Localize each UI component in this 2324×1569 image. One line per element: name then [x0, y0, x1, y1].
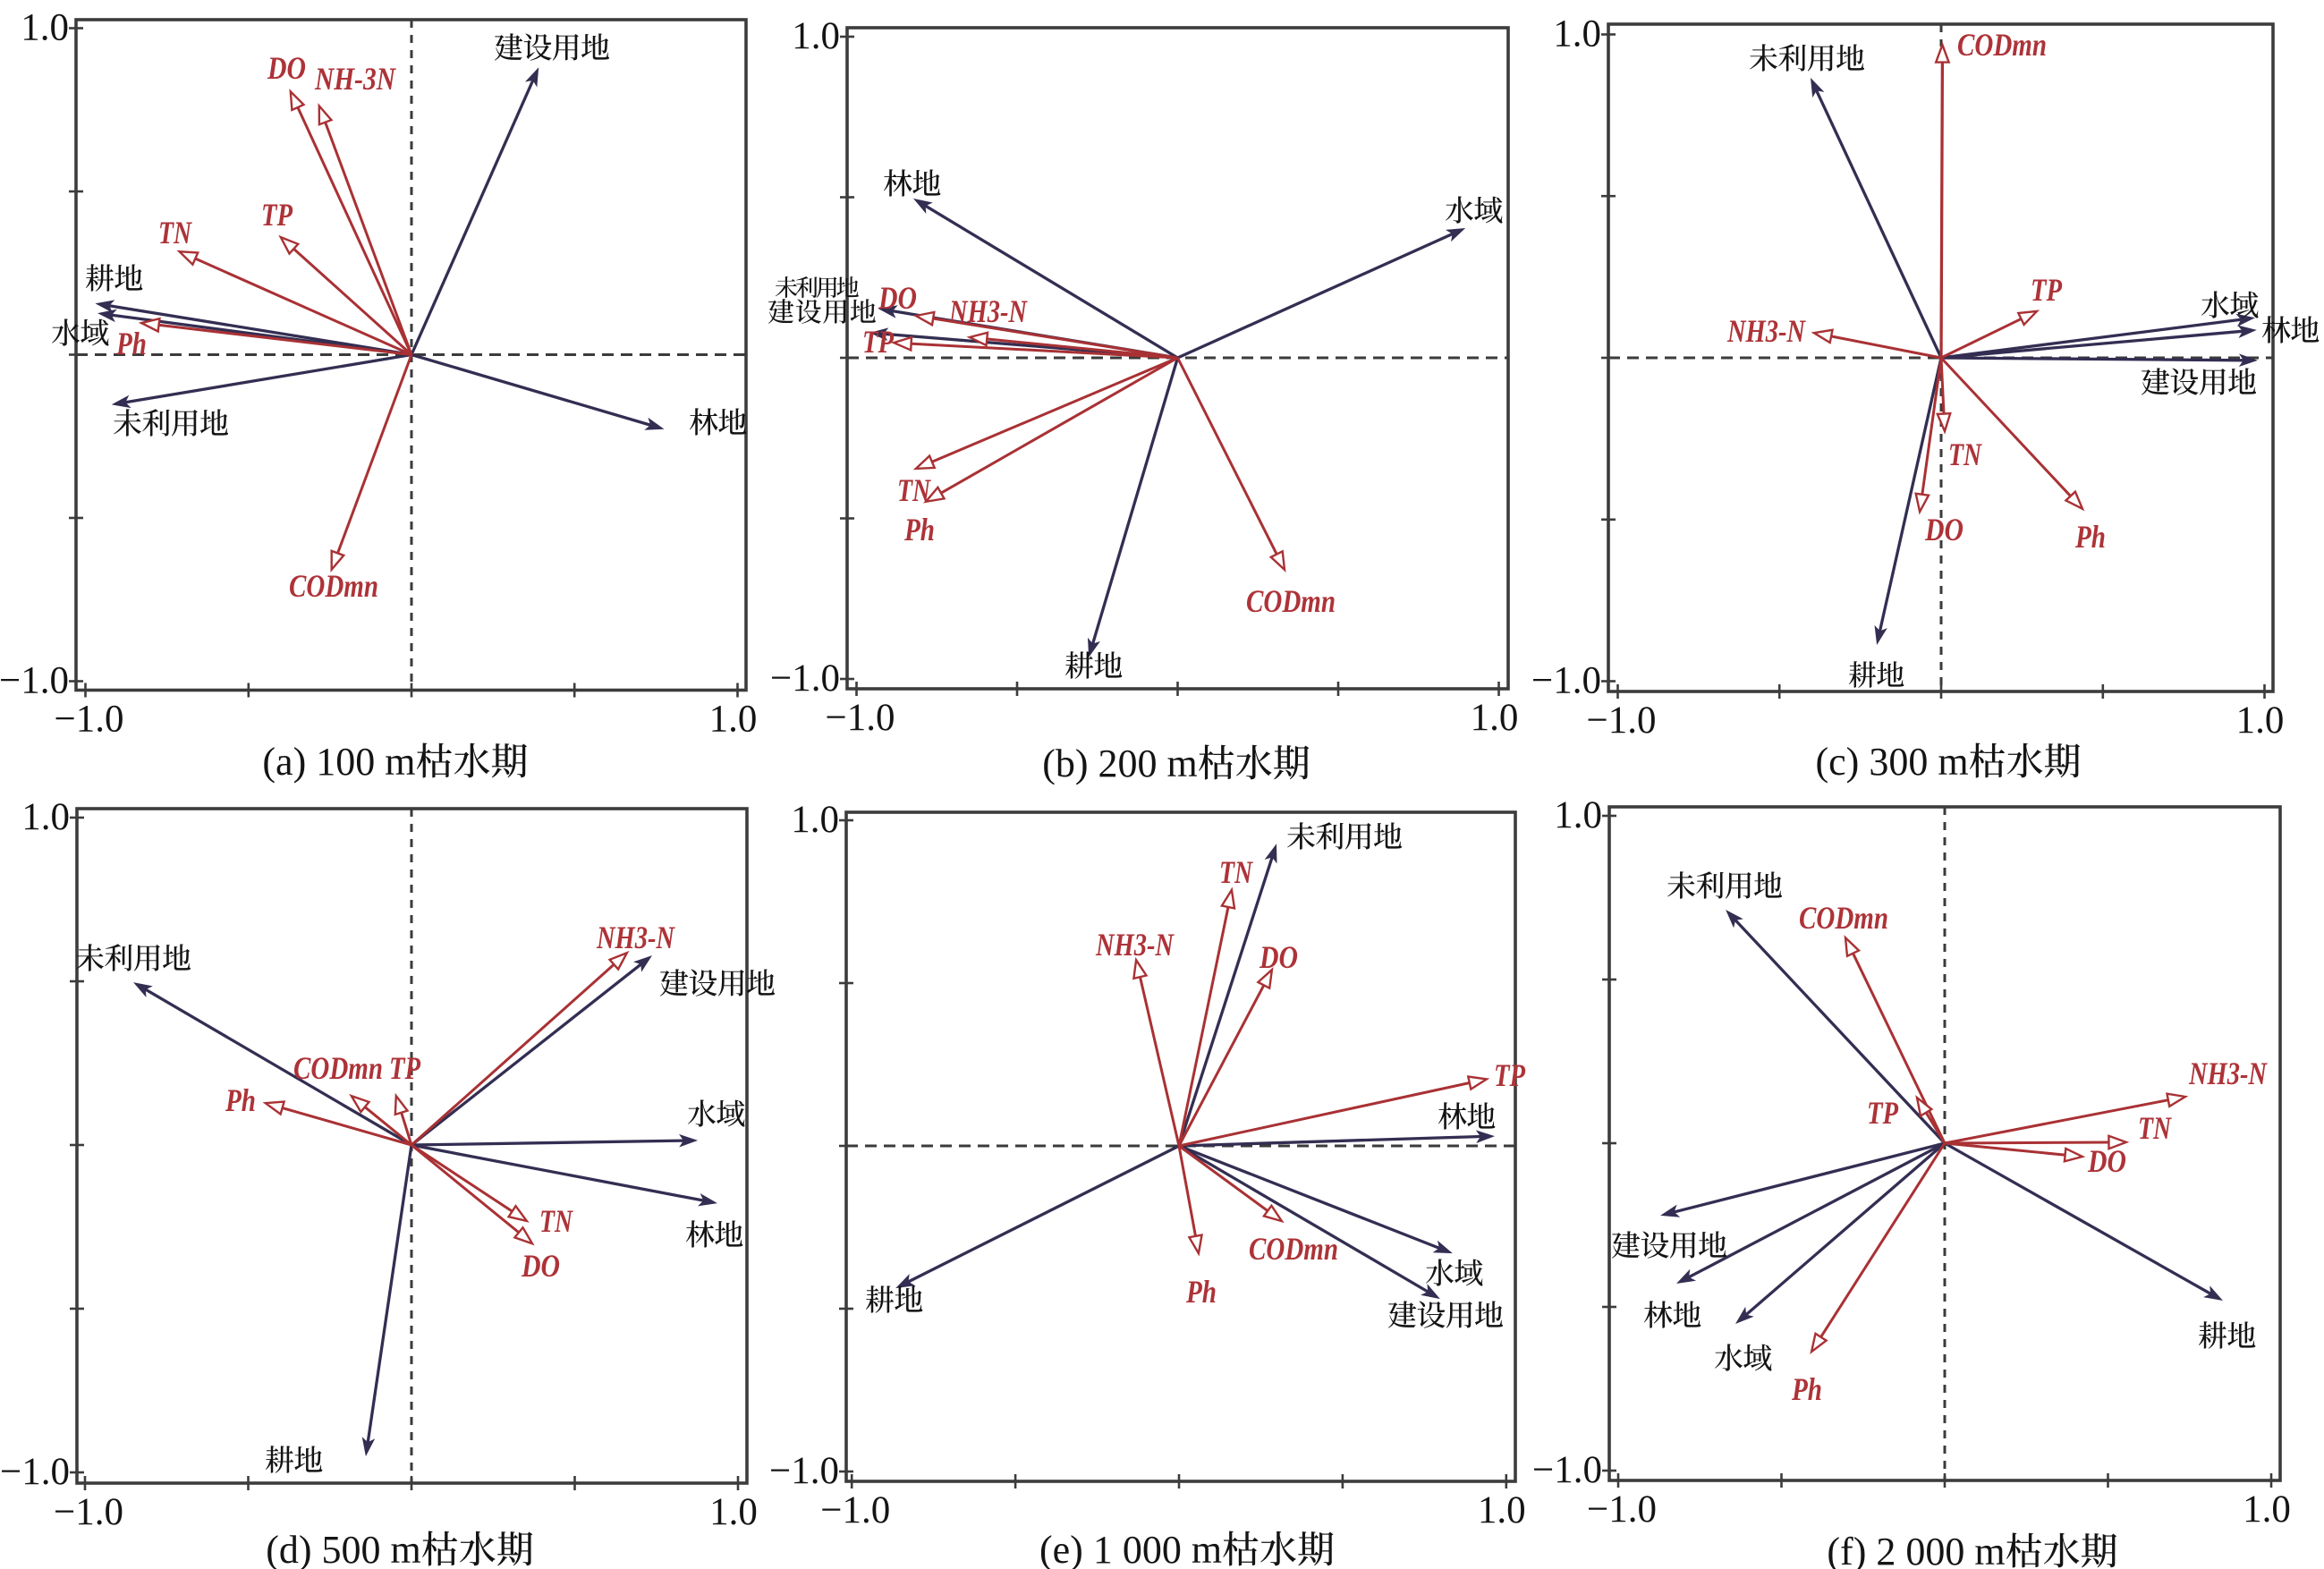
svg-text:TN: TN — [1948, 437, 1983, 472]
svg-text:1.0: 1.0 — [21, 7, 69, 49]
svg-text:DO: DO — [2087, 1143, 2126, 1179]
svg-text:Ph: Ph — [903, 512, 935, 547]
svg-text:TP: TP — [862, 324, 895, 360]
svg-text:DO: DO — [267, 50, 306, 86]
svg-text:CODmn: CODmn — [1249, 1231, 1338, 1267]
svg-text:−1.0: −1.0 — [1531, 660, 1601, 702]
svg-text:NH3-N: NH3-N — [596, 920, 675, 955]
svg-text:CODmn: CODmn — [1799, 900, 1888, 936]
svg-text:1.0: 1.0 — [2243, 1488, 2291, 1531]
svg-text:(b) 200 m: (b) 200 m — [1042, 742, 1198, 785]
svg-text:TP: TP — [261, 197, 293, 233]
svg-text:TP: TP — [2031, 272, 2063, 308]
svg-text:−1.0: −1.0 — [0, 1451, 70, 1493]
svg-text:−1.0: −1.0 — [825, 697, 895, 739]
svg-text:NH3-N: NH3-N — [2188, 1056, 2268, 1091]
svg-text:1.0: 1.0 — [1471, 697, 1519, 739]
svg-text:TP: TP — [1867, 1095, 1899, 1131]
svg-text:TN: TN — [158, 215, 193, 250]
svg-text:TN: TN — [2138, 1110, 2173, 1146]
svg-text:(f) 2 000 m: (f) 2 000 m — [1827, 1530, 2005, 1569]
svg-text:1.0: 1.0 — [2236, 700, 2285, 742]
svg-text:Ph: Ph — [1791, 1371, 1822, 1407]
svg-text:−1.0: −1.0 — [1586, 700, 1656, 742]
svg-text:1.0: 1.0 — [1478, 1489, 1526, 1531]
svg-text:1.0: 1.0 — [21, 796, 70, 838]
svg-text:TN: TN — [1219, 854, 1254, 890]
svg-text:(a) 100 m: (a) 100 m — [262, 740, 415, 784]
svg-text:(e) 1 000 m: (e) 1 000 m — [1039, 1528, 1222, 1569]
svg-text:(c) 300 m: (c) 300 m — [1816, 740, 1969, 784]
svg-text:CODmn: CODmn — [1957, 27, 2047, 63]
svg-text:1.0: 1.0 — [792, 15, 840, 57]
svg-text:1.0: 1.0 — [709, 699, 758, 741]
svg-text:−1.0: −1.0 — [54, 699, 123, 741]
svg-text:−1.0: −1.0 — [54, 1491, 123, 1533]
svg-text:Ph: Ph — [115, 326, 147, 361]
svg-text:Ph: Ph — [1185, 1274, 1217, 1310]
svg-text:NH3-N: NH3-N — [948, 293, 1028, 329]
svg-text:−1.0: −1.0 — [1587, 1488, 1657, 1531]
svg-text:CODmn: CODmn — [289, 568, 378, 604]
svg-text:DO: DO — [1924, 512, 1964, 547]
svg-text:1.0: 1.0 — [709, 1491, 758, 1533]
svg-text:CODmn: CODmn — [1246, 583, 1336, 619]
svg-text:−1.0: −1.0 — [0, 660, 69, 702]
svg-text:TN: TN — [539, 1203, 574, 1239]
svg-text:(d) 500 m: (d) 500 m — [266, 1528, 421, 1569]
svg-text:−1.0: −1.0 — [820, 1489, 890, 1531]
svg-text:Ph: Ph — [2074, 519, 2106, 555]
svg-text:−1.0: −1.0 — [769, 1450, 839, 1492]
svg-text:−1.0: −1.0 — [1532, 1449, 1602, 1491]
svg-text:−1.0: −1.0 — [770, 657, 840, 700]
svg-text:NH-3N: NH-3N — [314, 61, 396, 97]
svg-text:DO: DO — [1259, 939, 1298, 975]
svg-text:CODmn: CODmn — [293, 1050, 383, 1086]
svg-text:DO: DO — [521, 1248, 560, 1284]
svg-text:NH3-N: NH3-N — [1095, 927, 1175, 963]
svg-text:DO: DO — [878, 280, 917, 316]
svg-text:NH3-N: NH3-N — [1726, 313, 1806, 349]
svg-text:TN: TN — [897, 472, 932, 508]
svg-text:Ph: Ph — [225, 1082, 256, 1118]
svg-text:1.0: 1.0 — [1554, 794, 1602, 836]
svg-text:1.0: 1.0 — [1553, 13, 1601, 55]
svg-text:1.0: 1.0 — [791, 799, 839, 841]
svg-text:TP: TP — [389, 1050, 421, 1086]
svg-text:TP: TP — [1494, 1057, 1526, 1093]
